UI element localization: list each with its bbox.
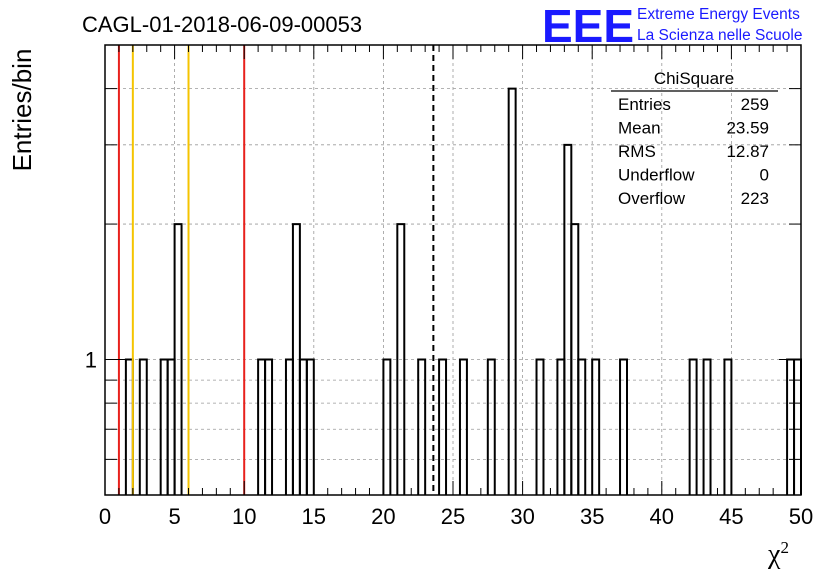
stats-value: 223 bbox=[741, 189, 769, 208]
x-tick-label: 35 bbox=[580, 504, 604, 529]
chart-title: CAGL-01-2018-06-09-00053 bbox=[82, 12, 362, 37]
x-tick-label: 5 bbox=[168, 504, 180, 529]
x-tick-label: 25 bbox=[441, 504, 465, 529]
stats-label: RMS bbox=[618, 142, 656, 161]
x-axis-label-base: χ bbox=[767, 539, 781, 570]
x-axis-label-superscript: 2 bbox=[780, 538, 789, 557]
eee-logo-line1: Extreme Energy Events bbox=[637, 6, 800, 23]
histogram-bin bbox=[458, 358, 468, 495]
y-tick-labels: 1 bbox=[85, 348, 97, 373]
stats-title: ChiSquare bbox=[654, 69, 734, 88]
stats-rows: Entries 259 Mean 23.59 RMS 12.87 Underflow 0 Ove… bbox=[618, 95, 769, 208]
x-tick-label: 20 bbox=[371, 504, 395, 529]
x-axis-label: χ2 bbox=[767, 538, 789, 570]
histogram-bin bbox=[535, 358, 545, 495]
histogram-bin bbox=[563, 143, 573, 495]
stats-box: ChiSquare Entries 259 Mean 23.59 RMS 12.87 Und… bbox=[611, 69, 778, 208]
x-tick-labels: 0 5 10 15 20 25 30 35 40 45 50 bbox=[99, 504, 813, 529]
histogram-bin bbox=[688, 358, 698, 495]
histogram-bin bbox=[619, 358, 628, 495]
histogram-bin bbox=[723, 358, 733, 495]
histogram-bin bbox=[396, 223, 406, 495]
stats-label: Mean bbox=[618, 119, 661, 138]
histogram-bin bbox=[417, 358, 427, 495]
x-tick-label: 15 bbox=[302, 504, 326, 529]
y-axis-label: Entries/bin bbox=[7, 49, 37, 172]
histogram-bin bbox=[577, 358, 587, 495]
marker-lines bbox=[117, 45, 435, 495]
stats-value: 23.59 bbox=[726, 119, 769, 138]
grid bbox=[105, 45, 801, 495]
axes bbox=[104, 44, 802, 496]
histogram-bin bbox=[702, 358, 712, 495]
x-tick-label: 0 bbox=[99, 504, 111, 529]
histogram-bin bbox=[507, 87, 517, 495]
stats-value: 259 bbox=[741, 95, 769, 114]
histogram-bin bbox=[591, 358, 601, 495]
stats-value: 0 bbox=[760, 166, 769, 185]
stats-label: Entries bbox=[618, 95, 671, 114]
histogram-bin bbox=[173, 223, 183, 495]
eee-logo-line2: La Scienza nelle Scuole bbox=[637, 27, 802, 44]
histogram-bin bbox=[305, 358, 315, 495]
eee-logo-mark: EEE bbox=[542, 0, 634, 52]
x-tick-label: 45 bbox=[719, 504, 743, 529]
histogram-bin bbox=[382, 358, 392, 495]
eee-logo: EEE Extreme Energy Events La Scienza nel… bbox=[542, 0, 802, 52]
histogram-bars bbox=[124, 87, 802, 495]
x-tick-label: 30 bbox=[510, 504, 534, 529]
x-tick-label: 10 bbox=[232, 504, 256, 529]
stats-value: 12.87 bbox=[726, 142, 769, 161]
stats-label: Overflow bbox=[618, 189, 686, 208]
histogram-bin bbox=[264, 358, 274, 495]
x-tick-label: 40 bbox=[650, 504, 674, 529]
x-tick-label: 50 bbox=[789, 504, 813, 529]
y-tick-label: 1 bbox=[85, 348, 97, 373]
histogram-bin bbox=[438, 358, 448, 495]
histogram-bin bbox=[138, 358, 148, 495]
stats-label: Underflow bbox=[618, 166, 695, 185]
histogram-bin bbox=[486, 358, 496, 495]
